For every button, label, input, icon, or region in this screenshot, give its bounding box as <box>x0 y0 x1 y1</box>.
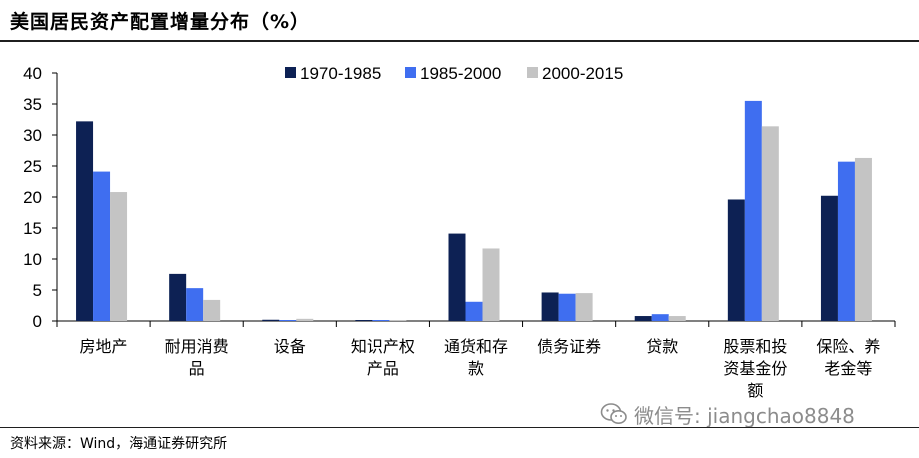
wechat-icon <box>600 403 627 424</box>
bar-1 <box>355 320 373 321</box>
x-category-label: 知识产权 <box>351 337 415 356</box>
bar-2 <box>372 320 390 321</box>
legend-label-3: 2000-2015 <box>542 64 623 83</box>
x-category-label: 老金等 <box>824 359 872 378</box>
x-category-label: 款 <box>468 359 484 378</box>
y-tick-label: 0 <box>33 312 42 331</box>
x-category-label: 保险、养 <box>816 337 880 356</box>
bar-2 <box>744 100 762 322</box>
bar-2 <box>651 314 669 321</box>
title-divider <box>0 40 919 42</box>
x-category-label: 产品 <box>367 359 399 378</box>
x-category-label: 贷款 <box>646 337 678 356</box>
x-category-label: 耐用消费 <box>165 337 229 356</box>
bar-2 <box>558 293 576 321</box>
y-tick-label: 15 <box>23 219 42 238</box>
x-category-label: 房地产 <box>80 337 128 356</box>
title-bar: 美国居民资产配置增量分布（%） <box>0 0 919 40</box>
watermark: 微信号: jiangchao8848 <box>600 398 855 430</box>
bar-1 <box>634 316 652 321</box>
legend-swatch-3 <box>527 67 538 78</box>
x-category-label: 股票和投 <box>723 337 787 356</box>
bar-1 <box>169 273 187 321</box>
y-tick-label: 30 <box>23 126 42 145</box>
legend-swatch-2 <box>405 67 416 78</box>
bar-3 <box>761 126 779 321</box>
legend-label-1: 1970-1985 <box>300 64 381 83</box>
x-category-label: 品 <box>189 359 205 378</box>
legend-swatch-1 <box>285 67 296 78</box>
bar-2 <box>93 171 111 321</box>
bar-1 <box>727 199 745 321</box>
bar-1 <box>76 121 94 321</box>
bar-3 <box>854 157 872 321</box>
y-tick-label: 25 <box>23 157 42 176</box>
y-tick-label: 20 <box>23 188 42 207</box>
x-category-label: 通货和存 <box>444 337 508 356</box>
y-tick-label: 5 <box>33 281 42 300</box>
bar-2 <box>279 320 297 321</box>
footer-divider <box>0 427 919 428</box>
bar-3 <box>203 299 221 321</box>
bar-3 <box>668 316 686 321</box>
bar-3 <box>389 320 407 321</box>
y-tick-label: 40 <box>23 64 42 83</box>
y-tick-label: 10 <box>23 250 42 269</box>
bar-3 <box>110 192 128 321</box>
source-note: 资料来源：Wind，海通证券研究所 <box>10 436 228 452</box>
bar-1 <box>541 292 559 321</box>
x-category-label: 资基金份 <box>723 359 787 378</box>
x-category-label: 债务证券 <box>537 337 601 356</box>
watermark-text: 微信号: jiangchao8848 <box>634 403 855 428</box>
page-title: 美国居民资产配置增量分布（%） <box>10 11 311 33</box>
bar-1 <box>448 233 466 321</box>
bar-3 <box>575 293 593 321</box>
legend-label-2: 1985-2000 <box>420 64 501 83</box>
bar-2 <box>465 301 483 321</box>
bar-1 <box>262 319 280 321</box>
x-category-label: 额 <box>747 381 763 400</box>
bar-3 <box>296 318 314 321</box>
bar-3 <box>482 248 500 321</box>
bar-2 <box>837 161 855 321</box>
bar-1 <box>820 195 838 321</box>
bar-2 <box>186 288 204 321</box>
y-tick-label: 35 <box>23 95 42 114</box>
x-category-label: 设备 <box>274 337 306 356</box>
